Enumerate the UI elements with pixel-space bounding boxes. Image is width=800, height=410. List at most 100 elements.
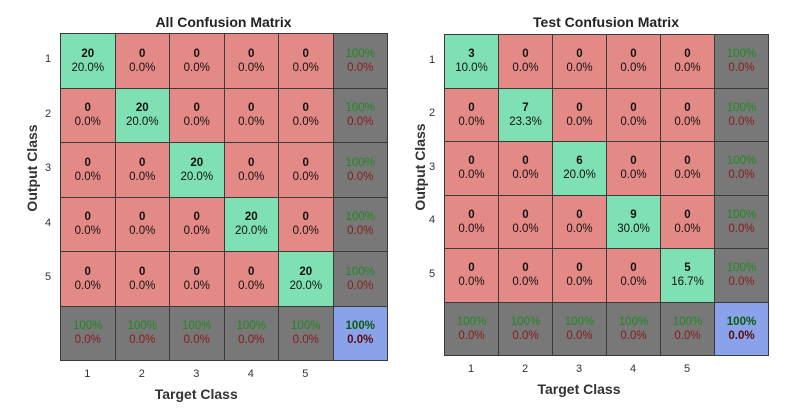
matrix-cell: 0 0.0% — [114, 196, 170, 252]
cell-percent: 0.0% — [512, 169, 539, 182]
column-summary-cell: 100% 0.0% — [606, 301, 661, 356]
cell-percent: 0.0% — [183, 116, 210, 129]
cell-count: 0 — [193, 265, 200, 278]
cell-percent: 0.0% — [292, 116, 319, 129]
y-tick-label: 1 — [428, 53, 436, 66]
cell-count: 5 — [684, 262, 691, 275]
y-tick-label: 2 — [44, 107, 52, 120]
error-percent: 0.0% — [728, 115, 755, 128]
cell-percent: 0.0% — [512, 62, 539, 75]
cell-count: 0 — [302, 156, 309, 169]
cell-percent: 0.0% — [129, 170, 156, 183]
error-percent: 0.0% — [129, 334, 156, 347]
cell-percent: 0.0% — [238, 279, 265, 292]
cell-count: 0 — [248, 102, 255, 115]
column-summary-cell: 100% 0.0% — [169, 305, 225, 361]
cell-count: 0 — [522, 155, 529, 168]
cell-percent: 0.0% — [129, 61, 156, 74]
cell-count: 0 — [139, 47, 146, 60]
cell-count: 0 — [522, 262, 529, 275]
matrix-cell: 0 0.0% — [169, 251, 225, 307]
x-tick-label: 4 — [629, 363, 637, 375]
cell-count: 0 — [193, 102, 200, 115]
matrix-cell: 0 0.0% — [552, 87, 607, 142]
cell-percent: 0.0% — [74, 116, 101, 129]
matrix-cell: 20 20.0% — [60, 33, 116, 89]
matrix-cell: 0 0.0% — [114, 142, 170, 198]
x-axis-title: Target Class — [537, 381, 621, 397]
matrix-cell: 0 0.0% — [660, 87, 715, 142]
cell-count: 0 — [193, 211, 200, 224]
cell-percent: 0.0% — [292, 170, 319, 183]
matrix-cell: 9 30.0% — [606, 194, 661, 249]
row-summary-cell: 100% 0.0% — [714, 248, 769, 303]
cell-percent: 16.7% — [671, 276, 704, 289]
matrix-cell: 20 20.0% — [114, 87, 170, 143]
matrix-cell: 0 0.0% — [498, 194, 553, 249]
matrix-cell: 0 0.0% — [223, 87, 279, 143]
matrix-cell: 0 0.0% — [278, 196, 334, 252]
cell-count: 7 — [522, 101, 529, 114]
error-percent: 0.0% — [728, 329, 755, 342]
cell-count: 0 — [302, 102, 309, 115]
cell-count: 0 — [630, 262, 637, 275]
matrix-cell: 20 20.0% — [278, 251, 334, 307]
y-tick-label: 2 — [428, 107, 436, 120]
correct-percent: 100% — [726, 208, 757, 221]
cell-percent: 20.0% — [563, 169, 596, 182]
cell-percent: 0.0% — [566, 115, 593, 128]
cell-percent: 23.3% — [509, 115, 542, 128]
cell-count: 6 — [576, 155, 583, 168]
matrix-cell: 20 20.0% — [169, 142, 225, 198]
matrix-title: All Confusion Matrix — [155, 14, 292, 30]
cell-count: 0 — [630, 48, 637, 61]
y-tick-label: 5 — [44, 271, 52, 284]
cell-count: 0 — [468, 101, 475, 114]
matrix-cell: 0 0.0% — [606, 248, 661, 303]
column-summary-cell: 100% 0.0% — [114, 305, 170, 361]
cell-percent: 0.0% — [183, 279, 210, 292]
row-summary-cell: 100% 0.0% — [332, 33, 388, 89]
error-percent: 0.0% — [620, 329, 647, 342]
cell-percent: 0.0% — [620, 115, 647, 128]
error-percent: 0.0% — [674, 329, 701, 342]
correct-percent: 100% — [345, 320, 375, 333]
matrix-cell: 0 0.0% — [660, 34, 715, 89]
error-percent: 0.0% — [238, 334, 265, 347]
matrix-cell: 0 0.0% — [278, 33, 334, 89]
cell-percent: 0.0% — [74, 225, 101, 238]
correct-percent: 100% — [726, 315, 757, 328]
cell-percent: 0.0% — [458, 222, 485, 235]
correct-percent: 100% — [672, 315, 703, 328]
cell-percent: 0.0% — [238, 116, 265, 129]
error-percent: 0.0% — [566, 329, 593, 342]
x-tick-label: 1 — [84, 368, 91, 380]
cell-percent: 0.0% — [183, 225, 210, 238]
row-summary-cell: 100% 0.0% — [714, 87, 769, 142]
row-summary-cell: 100% 0.0% — [714, 34, 769, 89]
matrix-cell: 7 23.3% — [498, 87, 553, 142]
error-percent: 0.0% — [728, 169, 755, 182]
cell-percent: 0.0% — [566, 62, 593, 75]
row-summary-cell: 100% 0.0% — [332, 196, 388, 252]
cell-count: 20 — [244, 211, 258, 224]
error-percent: 0.0% — [347, 116, 374, 129]
matrix-cell: 0 0.0% — [169, 33, 225, 89]
cell-count: 9 — [630, 208, 637, 221]
row-summary-cell: 100% 0.0% — [714, 194, 769, 249]
error-percent: 0.0% — [458, 329, 485, 342]
column-summary-cell: 100% 0.0% — [660, 301, 715, 356]
cell-count: 3 — [468, 48, 475, 61]
matrix-cell: 3 10.0% — [444, 34, 499, 89]
cell-count: 0 — [684, 48, 691, 61]
correct-percent: 100% — [456, 315, 487, 328]
cell-percent: 20.0% — [180, 170, 214, 183]
cell-percent: 0.0% — [566, 222, 593, 235]
cell-count: 0 — [522, 208, 529, 221]
correct-percent: 100% — [345, 47, 375, 60]
error-percent: 0.0% — [347, 170, 374, 183]
matrix-cell: 0 0.0% — [60, 251, 116, 307]
row-summary-cell: 100% 0.0% — [332, 251, 388, 307]
cell-percent: 0.0% — [620, 62, 647, 75]
row-summary-cell: 100% 0.0% — [714, 141, 769, 196]
